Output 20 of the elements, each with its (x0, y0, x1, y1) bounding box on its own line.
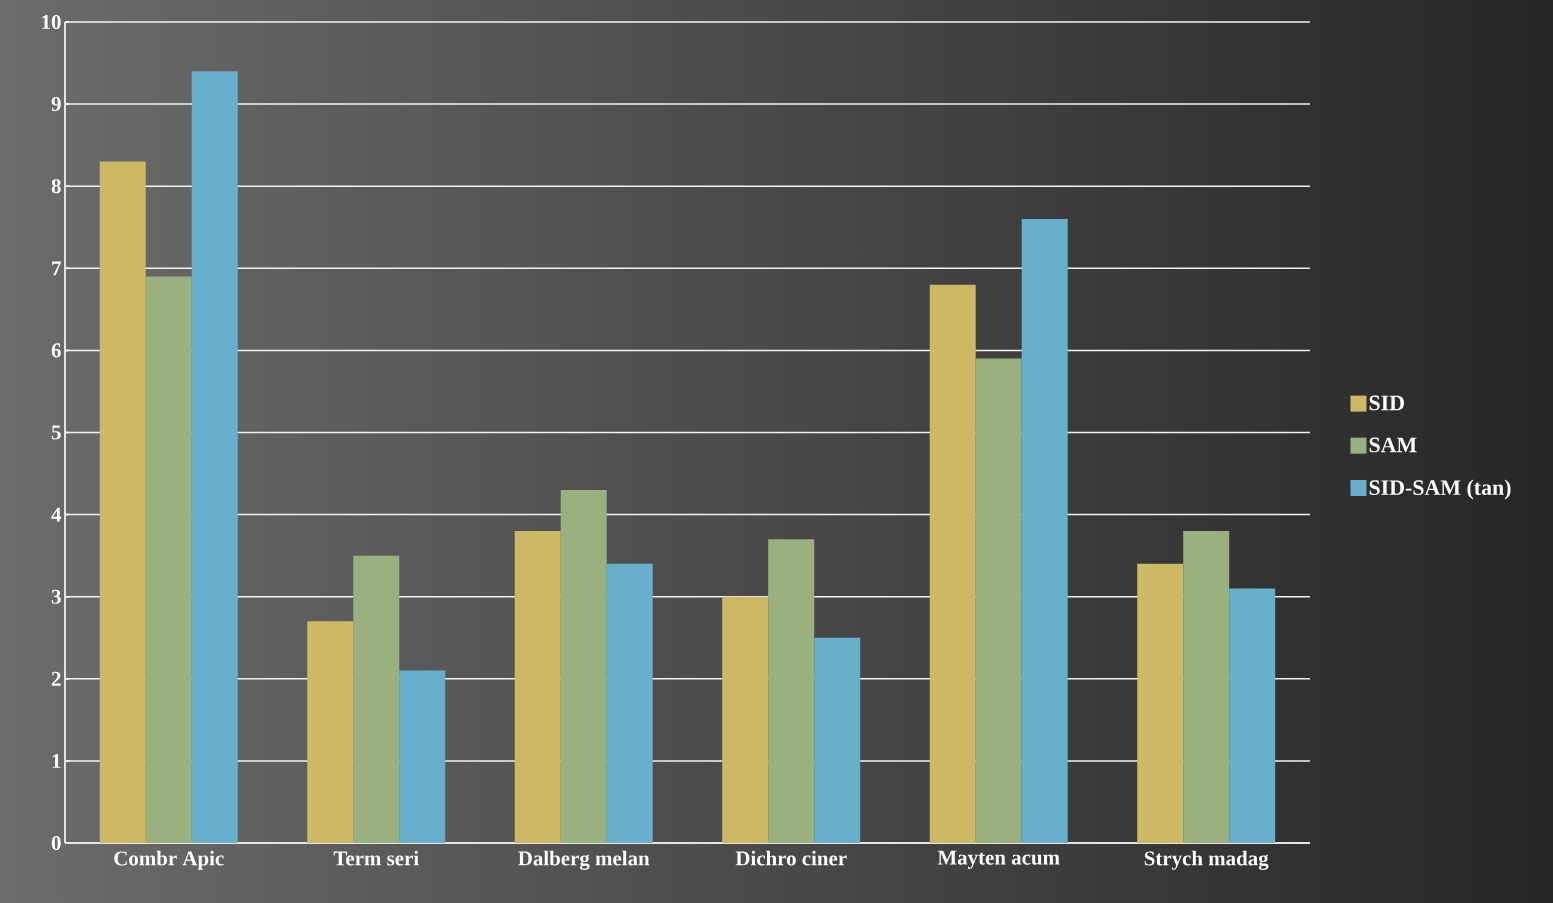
x-tick-label: Dalberg melan (518, 850, 650, 870)
y-tick-label: 1 (52, 753, 61, 768)
y-tick-label: 10 (42, 14, 61, 30)
y-tick-label: 2 (51, 671, 61, 686)
x-tick-label: Combr Apic (114, 850, 224, 870)
y-tick-label: 3 (51, 589, 61, 604)
y-tick-label: 4 (51, 507, 62, 522)
y-tick-label: 0 (51, 835, 61, 851)
x-tick-label: Dichro ciner (735, 850, 847, 866)
legend-label: SID-SAM (tan) (1369, 479, 1511, 500)
legend-label: SID (1369, 395, 1404, 411)
legend-label: SAM (1369, 437, 1417, 453)
y-tick-label: 8 (51, 179, 61, 194)
y-tick-label: 7 (52, 261, 61, 276)
y-tick-label: 6 (51, 343, 61, 358)
y-tick-label: 5 (51, 425, 61, 440)
x-tick-label: Strych madag (1144, 850, 1269, 870)
y-tick-label: 9 (51, 97, 61, 112)
x-tick-label: Term seri (333, 850, 419, 866)
x-tick-label: Mayten acum (937, 850, 1060, 869)
